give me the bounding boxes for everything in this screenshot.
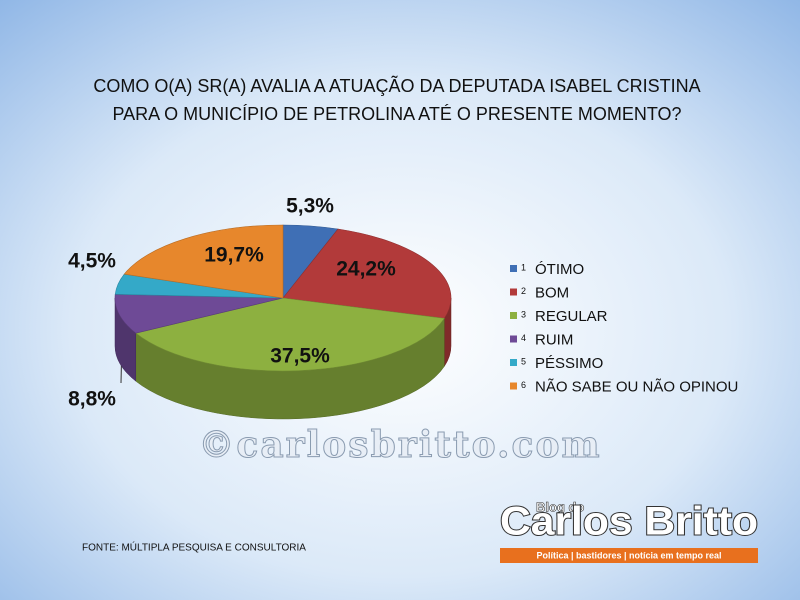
data-label: 8,8% — [68, 388, 116, 411]
legend-index: 2 — [521, 286, 526, 296]
pie — [114, 224, 452, 420]
data-label: 37,5% — [270, 345, 330, 368]
logo-name: Carlos Britto — [500, 500, 758, 544]
legend-index: 5 — [521, 356, 526, 366]
logo-bar — [500, 548, 758, 563]
legend-marker — [510, 312, 517, 319]
legend-index: 3 — [521, 309, 526, 319]
slice — [123, 224, 284, 299]
data-label: 24,2% — [336, 258, 396, 281]
logo-tagline: Política | bastidores | notícia em tempo… — [536, 550, 721, 560]
legend-label: PÉSSIMO — [535, 355, 603, 372]
source: FONTE: MÚLTIPLA PESQUISA E CONSULTORIA — [82, 541, 306, 554]
legend-index: 4 — [521, 333, 526, 343]
legend-index: 1 — [521, 262, 526, 272]
legend-marker — [510, 382, 517, 390]
slice — [282, 228, 452, 319]
legend-label: BOM — [535, 284, 569, 301]
legend-marker — [510, 288, 517, 296]
watermark: ©carlosbritto.com — [198, 424, 601, 466]
legend-index: 6 — [521, 380, 526, 390]
data-label: 19,7% — [204, 244, 264, 267]
logo: Blog do Carlos Britto Política | bastido… — [499, 499, 759, 563]
data-label: 5,3% — [286, 195, 334, 218]
legend-marker — [510, 335, 517, 343]
logo-small: Blog do — [536, 499, 584, 514]
legend-label: RUIM — [535, 331, 573, 348]
legend-marker — [510, 265, 517, 272]
slice — [135, 297, 445, 372]
data-label: 4,5% — [68, 250, 116, 273]
legend-marker — [510, 359, 517, 366]
chart-title: COMO O(A) SR(A) AVALIA A ATUAÇÃO DA DEPU… — [93, 75, 700, 96]
legend-label: REGULAR — [535, 308, 608, 325]
chart-title: PARA O MUNICÍPIO DE PETROLINA ATÉ O PRES… — [112, 104, 681, 124]
slice — [114, 294, 284, 334]
legend-label: ÓTIMO — [535, 261, 584, 278]
legend-label: NÃO SABE OU NÃO OPINOU — [535, 378, 738, 395]
